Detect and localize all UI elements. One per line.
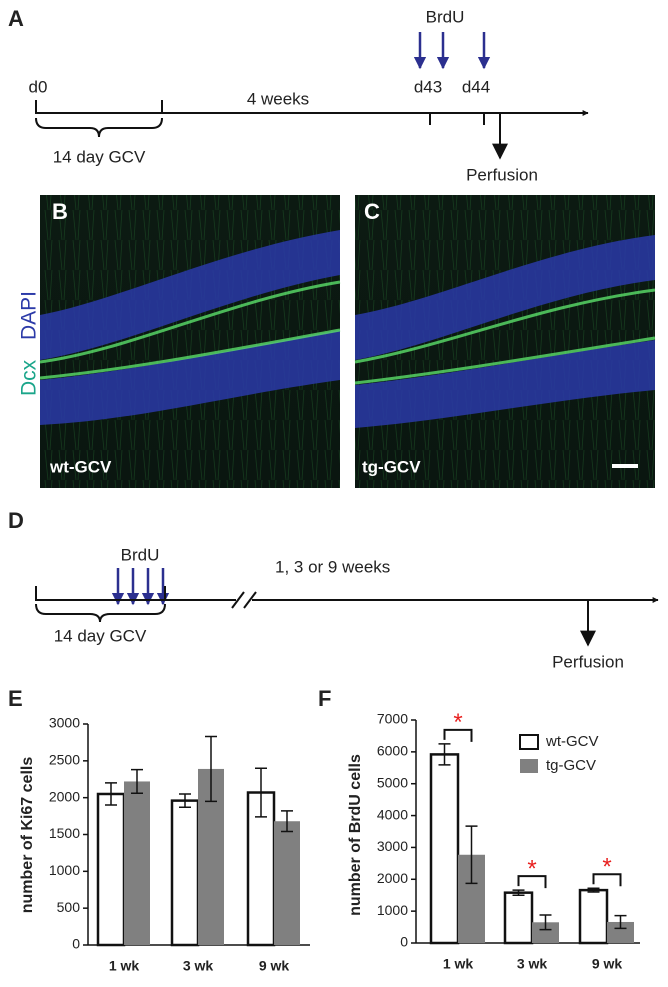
legend-label: wt-GCV (545, 733, 599, 750)
y-tick-label: 1000 (49, 862, 80, 878)
panel-label: B (52, 199, 68, 224)
bar (170, 799, 200, 947)
error-bar (179, 793, 191, 808)
y-tick-label: 3000 (49, 715, 80, 731)
legend-swatch (519, 734, 539, 750)
y-tick-label: 0 (400, 934, 408, 950)
panel-label: F (318, 686, 331, 711)
error-bar (205, 735, 217, 803)
error-bar (539, 914, 552, 931)
error-bar (255, 767, 267, 818)
panel-label: C (364, 199, 380, 224)
micrograph-c: C tg-GCV (354, 195, 656, 488)
y-tick-label: 6000 (377, 743, 408, 759)
interval-label: 1, 3 or 9 weeks (275, 557, 390, 576)
end-label: Perfusion (552, 652, 624, 671)
end-label: Perfusion (466, 165, 538, 184)
marker-label: BrdU (426, 7, 465, 26)
marker-label: BrdU (121, 545, 160, 564)
x-tick-label: 1 wk (109, 958, 140, 974)
error-bar (465, 825, 478, 885)
y-tick-label: 1500 (49, 825, 80, 841)
y-tick-label: 2500 (49, 752, 80, 768)
day-label: d0 (29, 77, 48, 96)
legend-swatch (520, 759, 538, 773)
micrograph-b: B wt-GCV (39, 195, 341, 488)
x-tick-label: 9 wk (592, 956, 623, 972)
y-axis-label: number of Ki67 cells (19, 757, 36, 914)
significance-label: * (453, 709, 462, 736)
y-axis-label: number of BrdU cells (347, 754, 364, 916)
bar (429, 753, 460, 945)
error-bar (512, 889, 525, 896)
x-tick-label: 3 wk (517, 956, 548, 972)
error-bar (105, 782, 117, 806)
x-tick-label: 3 wk (183, 958, 214, 974)
significance-label: * (602, 854, 611, 881)
significance-bracket (592, 873, 622, 887)
treatment-label: 14 day GCV (54, 626, 147, 645)
error-bar (281, 810, 293, 833)
y-tick-label: 4000 (377, 806, 408, 822)
timeline-d: D BrdU 1, 3 or 9 weeks 14 day GCV Perfus… (8, 508, 659, 671)
legend-label: tg-GCV (546, 757, 596, 774)
group-label: tg-GCV (362, 457, 421, 476)
y-tick-label: 500 (57, 899, 81, 915)
error-bar (614, 914, 627, 930)
stain-label: DAPI (18, 291, 41, 340)
panel-label: A (8, 6, 24, 31)
error-bar (587, 887, 600, 893)
bar (607, 921, 634, 943)
day-label: d43 (414, 77, 442, 96)
interval-label: 4 weeks (247, 89, 309, 108)
panel-label: D (8, 508, 24, 533)
y-tick-label: 3000 (377, 838, 408, 854)
micrographs: B wt-GCV C tg-GCV Dcx DAPI (18, 195, 656, 488)
y-tick-label: 2000 (49, 788, 80, 804)
y-tick-label: 7000 (377, 711, 408, 727)
y-tick-label: 2000 (377, 870, 408, 886)
significance-bracket (443, 728, 473, 742)
stain-label: Dcx (18, 359, 41, 396)
group-label: wt-GCV (49, 457, 112, 476)
significance-label: * (527, 855, 536, 882)
bar (124, 781, 150, 945)
x-tick-label: 9 wk (259, 958, 290, 974)
bar (274, 821, 300, 945)
error-bar (131, 768, 143, 794)
day-label: d44 (462, 77, 490, 96)
panel-label: E (8, 686, 23, 711)
treatment-label: 14 day GCV (53, 147, 146, 166)
bar (96, 792, 126, 947)
timeline-a: A BrdU d0 d43 d44 4 weeks 14 day GCV Per… (8, 6, 589, 184)
bar (532, 922, 559, 943)
y-tick-label: 5000 (377, 774, 408, 790)
error-bar (438, 743, 451, 766)
significance-bracket (517, 875, 547, 889)
x-tick-label: 1 wk (443, 956, 474, 972)
y-tick-label: 1000 (377, 902, 408, 918)
bar (503, 891, 534, 945)
bar (578, 888, 609, 945)
y-tick-label: 0 (72, 936, 80, 952)
